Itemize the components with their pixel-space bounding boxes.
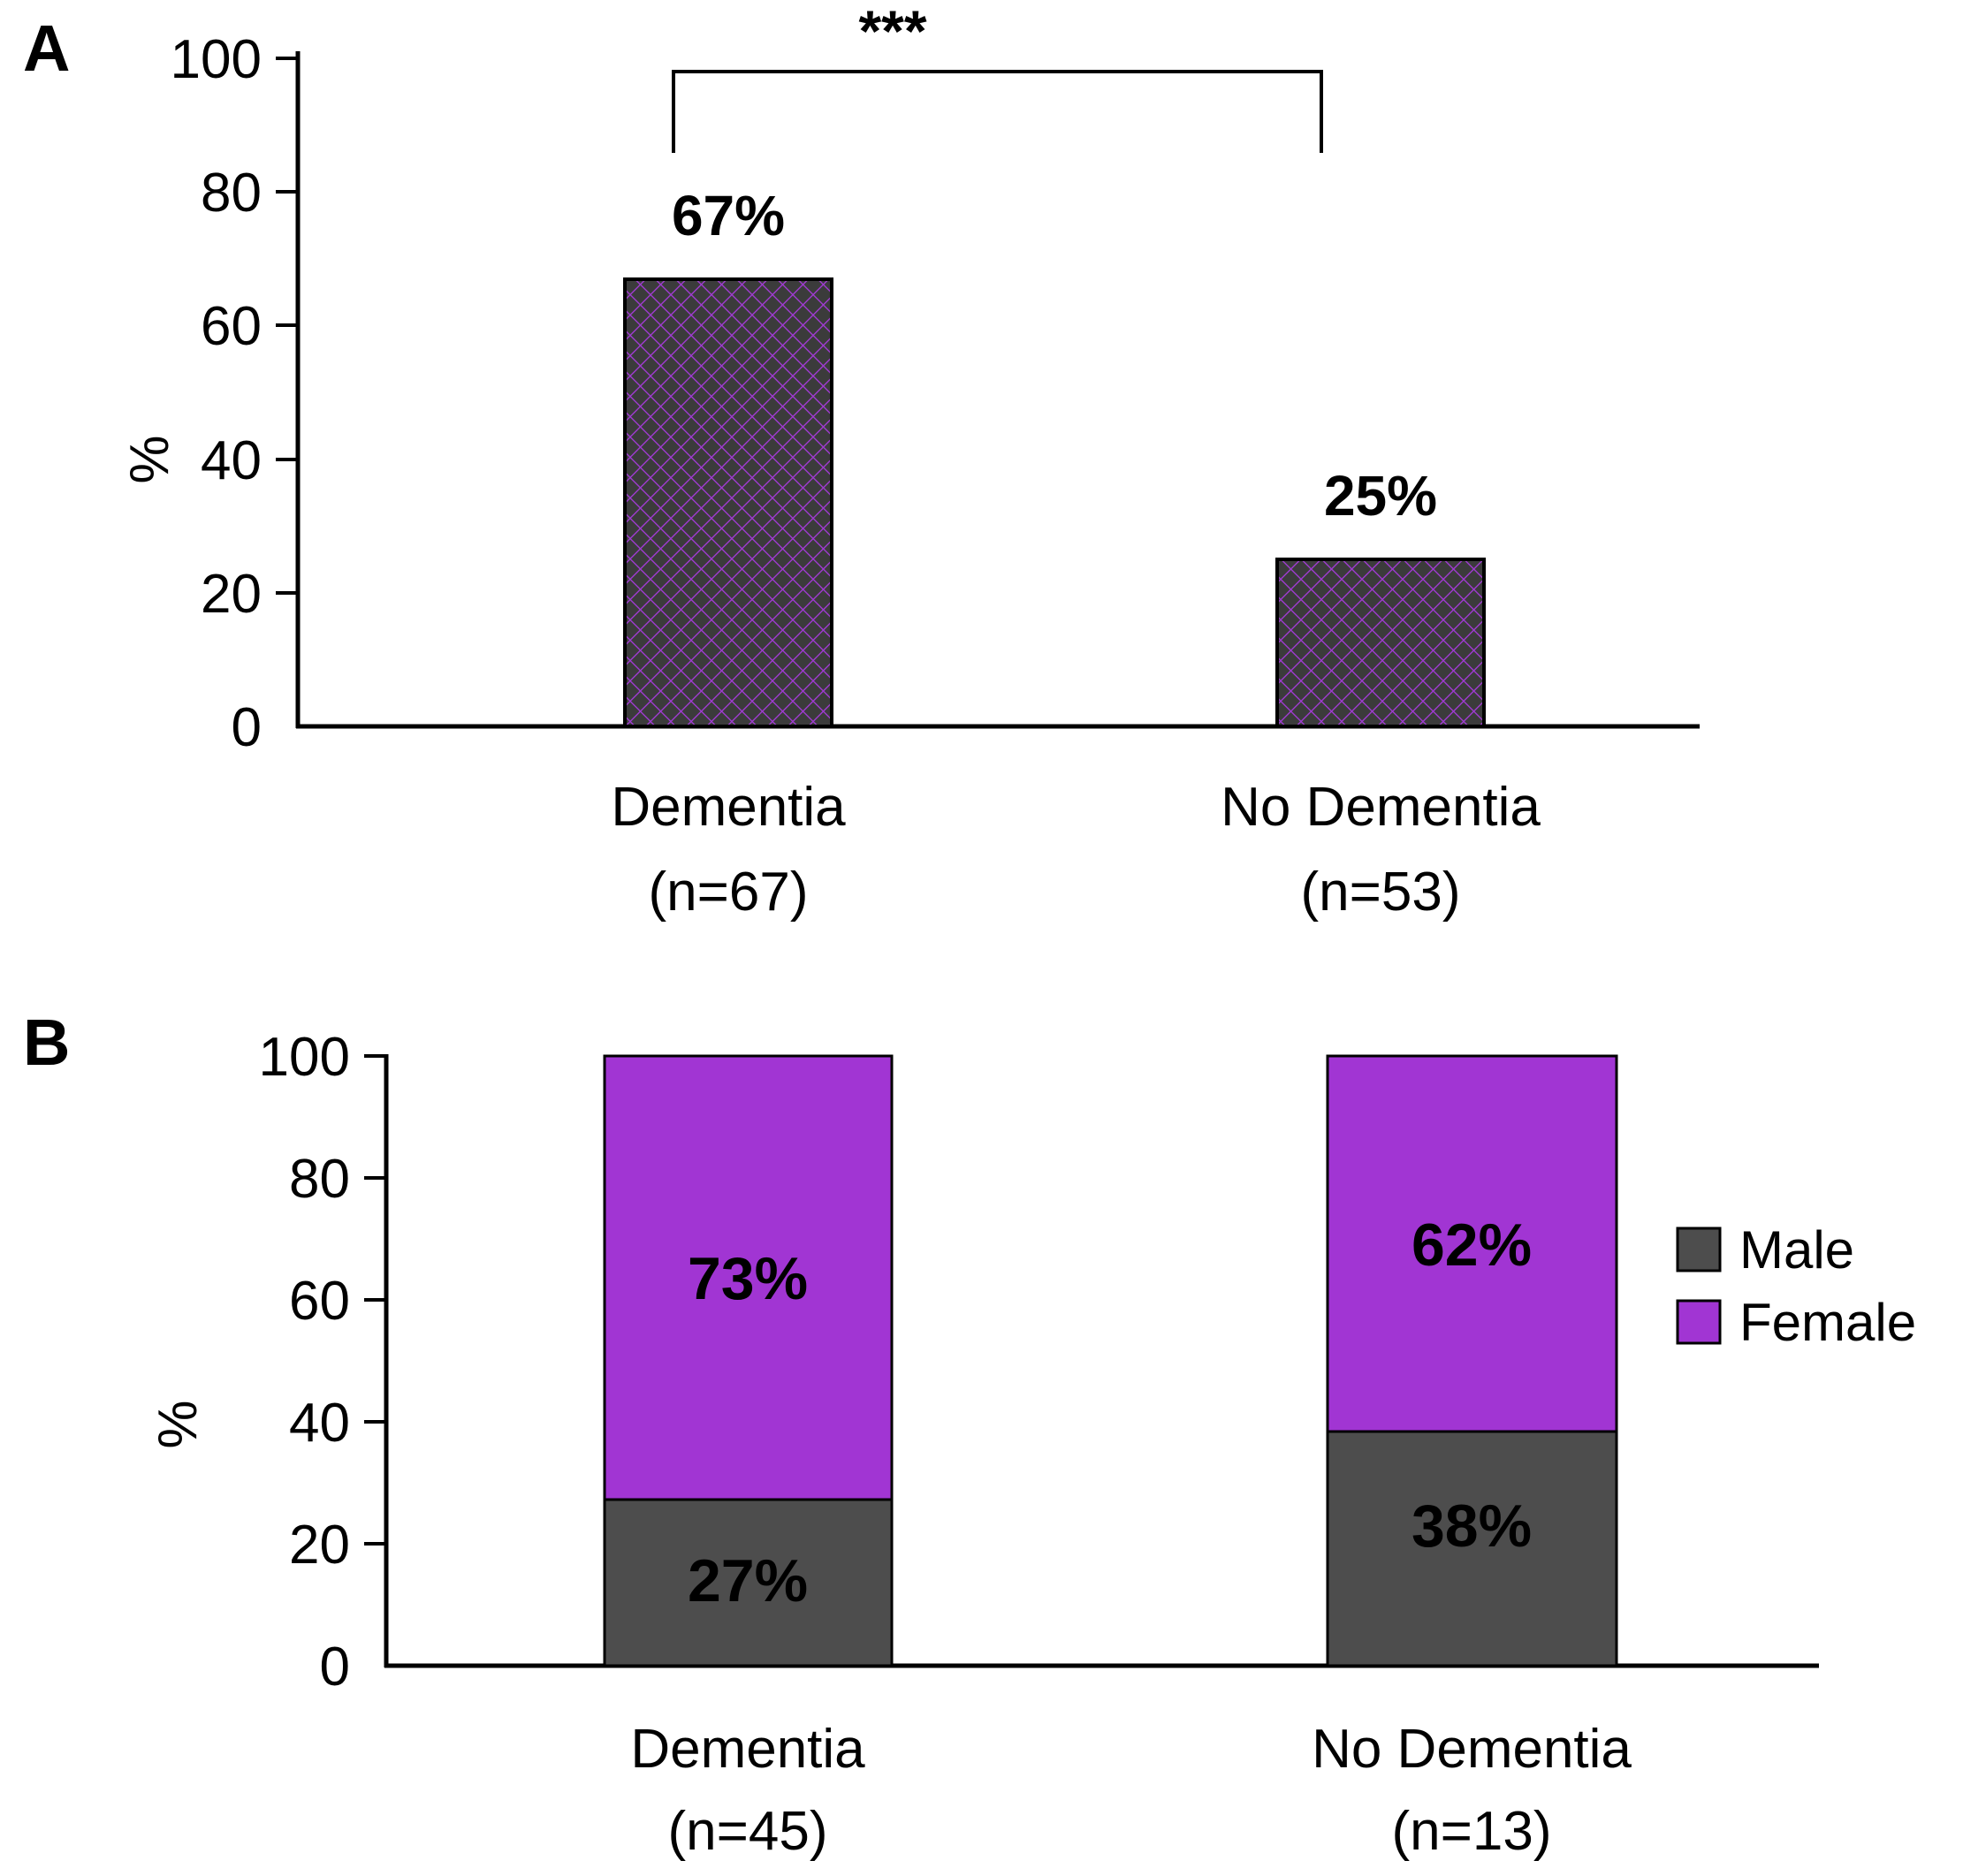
panel-a-letter: A — [23, 11, 70, 85]
panel-a: A 100 80 60 40 20 0 % 67% 25% *** Dement… — [23, 0, 1700, 923]
significance-stars: *** — [858, 0, 926, 64]
panel-b-bar-no-dementia-male — [1326, 1430, 1618, 1667]
panel-b-bar-dementia-female — [603, 1054, 894, 1501]
legend: Male Female — [1676, 1220, 1916, 1352]
panel-b-ytick-label-100: 100 — [259, 1027, 350, 1088]
legend-female-swatch — [1676, 1299, 1722, 1345]
panel-b-cat-dementia-line1: Dementia — [630, 1719, 865, 1780]
panel-a-ytick-label-80: 80 — [201, 163, 262, 224]
significance-bracket — [672, 70, 1323, 153]
panel-a-ytick-label-0: 0 — [232, 697, 262, 758]
panel-b-ytick-label-80: 80 — [289, 1149, 350, 1210]
panel-b: B 100 80 60 40 20 0 % 73% 27% 62% 38% De… — [23, 1006, 1916, 1862]
panel-b-label-dementia-female: 73% — [688, 1245, 808, 1312]
panel-a-value-no-dementia: 25% — [1324, 464, 1437, 528]
panel-a-cat-dementia-line2: (n=67) — [649, 862, 809, 923]
panel-b-ytick-label-0: 0 — [320, 1637, 350, 1698]
panel-b-cat-dementia-line2: (n=45) — [668, 1801, 828, 1862]
legend-male-swatch — [1676, 1227, 1722, 1272]
panel-b-label-no-dementia-female: 62% — [1412, 1211, 1532, 1279]
panel-a-value-dementia: 67% — [672, 184, 785, 247]
panel-a-ytick-label-20: 20 — [201, 564, 262, 625]
panel-b-bar-no-dementia-female — [1326, 1054, 1618, 1433]
panel-a-ytick-label-40: 40 — [201, 430, 262, 491]
panel-b-bar-dementia-male — [603, 1498, 894, 1667]
panel-a-cat-no-dementia-line1: No Dementia — [1221, 777, 1541, 838]
panel-b-cat-no-dementia-line1: No Dementia — [1312, 1719, 1632, 1780]
panel-a-bar-no-dementia — [1275, 558, 1486, 728]
panel-b-ytick-label-40: 40 — [289, 1393, 350, 1454]
panel-b-letter: B — [23, 1006, 70, 1079]
panel-a-ytick-label-100: 100 — [171, 29, 262, 90]
panel-b-ytick-label-20: 20 — [289, 1515, 350, 1576]
panel-a-bar-dementia — [623, 277, 833, 728]
panel-b-ytick-label-60: 60 — [289, 1271, 350, 1332]
panel-a-cat-dementia-line1: Dementia — [611, 777, 846, 838]
panel-b-cat-no-dementia-line2: (n=13) — [1392, 1801, 1552, 1862]
panel-b-label-no-dementia-male: 38% — [1412, 1492, 1532, 1560]
panel-a-cat-no-dementia-line2: (n=53) — [1301, 862, 1461, 923]
panel-a-y-axis-title: % — [119, 435, 180, 483]
legend-female-label: Female — [1739, 1293, 1916, 1352]
panel-a-ytick-label-60: 60 — [201, 296, 262, 357]
panel-b-label-dementia-male: 27% — [688, 1547, 808, 1614]
panel-b-y-axis-title: % — [148, 1400, 209, 1448]
legend-male-label: Male — [1739, 1220, 1854, 1280]
